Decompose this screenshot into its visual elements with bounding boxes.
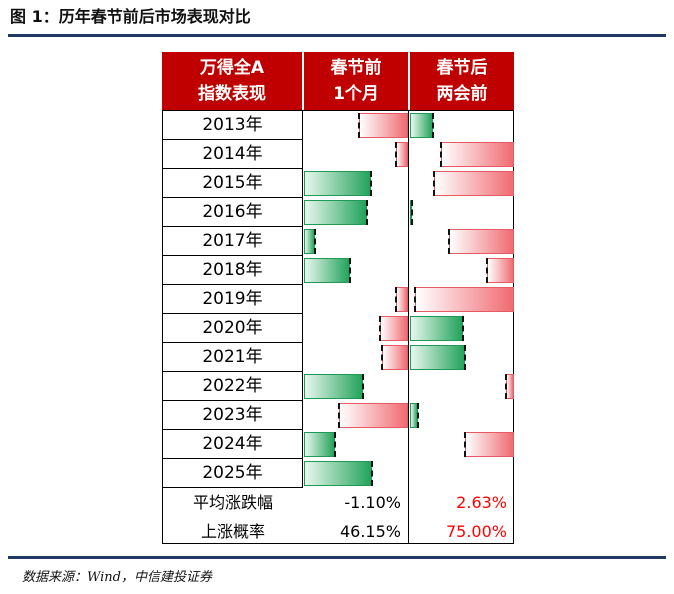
bar-end-marker (439, 142, 442, 167)
bar-pre-2013年 (358, 113, 408, 138)
bar-pre-2020年 (379, 316, 408, 341)
bar-end-marker (378, 316, 381, 341)
bar-pre-2018年 (304, 258, 350, 283)
summary-value: -1.10% (344, 493, 401, 512)
header-index: 万得全A 指数表现 (162, 52, 302, 110)
header-pre-festival: 春节前 1个月 (302, 52, 408, 110)
header-index-line1: 万得全A (199, 58, 265, 78)
bar-post-2017年 (449, 229, 514, 254)
summary-value: 46.15% (339, 522, 401, 541)
bar-pre-2023年 (339, 403, 408, 428)
bar-end-marker (463, 345, 466, 370)
bar-post-2021年 (410, 345, 465, 370)
bar-end-marker (505, 374, 508, 399)
year-label: 2014年 (163, 140, 303, 169)
bar-pre-2025年 (304, 461, 372, 486)
bar-pre-2016年 (304, 200, 368, 225)
bar-end-marker (411, 200, 414, 225)
bar-end-marker (485, 258, 488, 283)
year-label: 2015年 (163, 169, 303, 198)
year-label: 2018年 (163, 256, 303, 285)
year-label: 2019年 (163, 285, 303, 314)
year-label: 2017年 (163, 227, 303, 256)
summary-divider (302, 111, 303, 488)
year-label: 2023年 (163, 401, 303, 430)
bar-end-marker (369, 171, 372, 196)
year-label: 2013年 (163, 111, 303, 140)
bar-end-marker (348, 258, 351, 283)
bar-end-marker (362, 374, 365, 399)
bar-end-marker (461, 316, 464, 341)
bar-end-marker (333, 432, 336, 457)
performance-table: 万得全A 指数表现 春节前 1个月 春节后 两会前 2013年 2014年 2015… (162, 52, 514, 544)
bar-post-2013年 (410, 113, 433, 138)
year-label: 2022年 (163, 372, 303, 401)
table-grid: 2013年 2014年 2015年 2016年 2017年 2018年 2019年 2020年… (162, 110, 514, 544)
summary-label: 上涨概率 (200, 522, 265, 541)
bar-end-marker (416, 403, 419, 428)
year-label: 2021年 (163, 343, 303, 372)
bar-pre-2015年 (304, 171, 371, 196)
bar-post-2015年 (434, 171, 514, 196)
source-note: 数据来源：Wind，中信建投证券 (22, 570, 212, 585)
bar-post-2020年 (410, 316, 463, 341)
column-divider (408, 111, 409, 543)
bar-pre-2022年 (304, 374, 364, 399)
bar-end-marker (380, 345, 383, 370)
bar-post-2018年 (486, 258, 514, 283)
footer-rule (8, 556, 666, 559)
header-post-line1: 春节后 (436, 58, 488, 78)
title-rule (8, 34, 666, 37)
bar-end-marker (394, 142, 397, 167)
bar-end-marker (357, 113, 360, 138)
bar-end-marker (394, 287, 397, 312)
bar-pre-2019年 (395, 287, 408, 312)
bar-end-marker (433, 171, 436, 196)
bar-end-marker (463, 432, 466, 457)
bar-end-marker (431, 113, 434, 138)
bar-end-marker (448, 229, 451, 254)
header-pre-line1: 春节前 (330, 58, 382, 78)
bar-post-2019年 (415, 287, 514, 312)
summary-value: 75.00% (445, 522, 507, 541)
bar-post-2014年 (440, 142, 514, 167)
bar-pre-2014年 (395, 142, 408, 167)
bar-post-2024年 (464, 432, 514, 457)
bar-end-marker (414, 287, 417, 312)
year-label: 2025年 (163, 459, 303, 488)
bar-pre-2024年 (304, 432, 335, 457)
bar-end-marker (366, 200, 369, 225)
bar-pre-2021年 (381, 345, 408, 370)
year-label: 2020年 (163, 314, 303, 343)
header-post-festival: 春节后 两会前 (408, 52, 514, 110)
bar-end-marker (370, 461, 373, 486)
year-label: 2016年 (163, 198, 303, 227)
header-pre-line2: 1个月 (333, 84, 379, 104)
bar-end-marker (313, 229, 316, 254)
summary-label: 平均涨跌幅 (192, 493, 273, 512)
bar-post-2022年 (506, 374, 514, 399)
year-label: 2024年 (163, 430, 303, 459)
summary-value: 2.63% (456, 493, 507, 512)
bar-end-marker (338, 403, 341, 428)
figure-title: 图 1：历年春节前后市场表现对比 (10, 7, 251, 26)
header-index-line2: 指数表现 (198, 84, 266, 104)
header-post-line2: 两会前 (436, 84, 488, 104)
